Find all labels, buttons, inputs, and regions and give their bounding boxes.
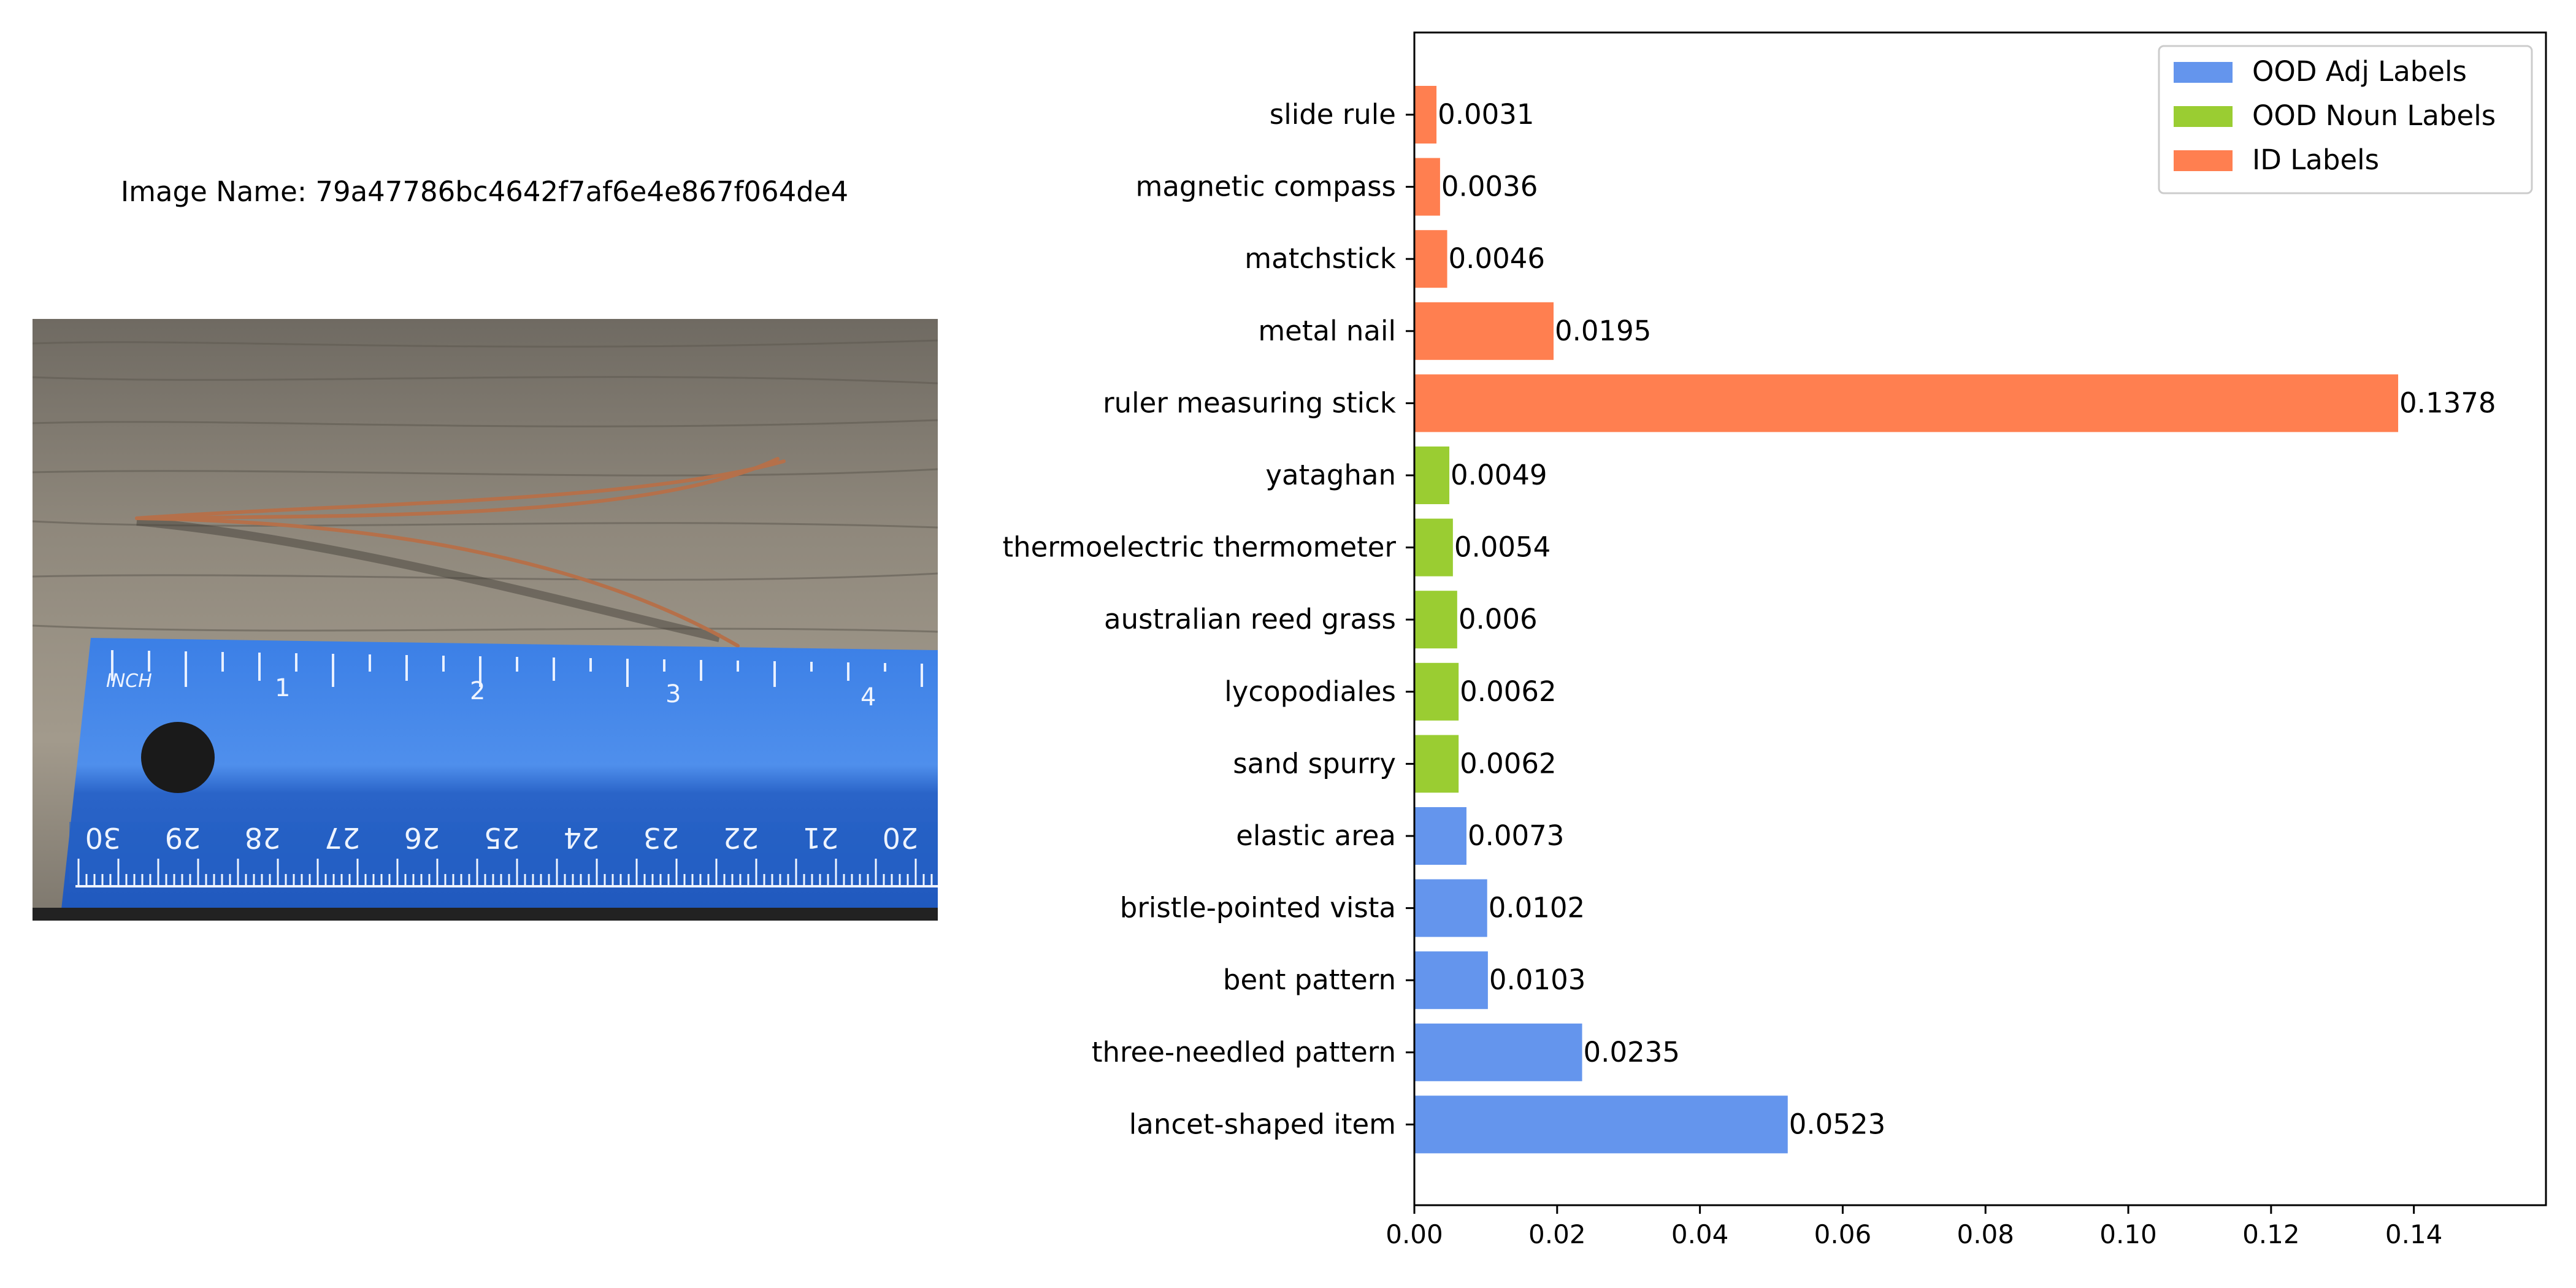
cm-mark-28: 28: [245, 821, 281, 854]
category-label-slide-rule: slide rule: [1270, 98, 1396, 131]
ruler-mark-1: 1: [275, 674, 290, 702]
cm-mark-23: 23: [643, 821, 680, 854]
ruler-mark-3: 3: [665, 680, 681, 708]
value-label-magnetic-compass: 0.0036: [1441, 171, 1538, 203]
plot-area-frame: [1413, 31, 2547, 1206]
category-label-metal-nail: metal nail: [1258, 315, 1396, 347]
value-label-ruler-measuring-stick: 0.1378: [2399, 386, 2496, 419]
image-name-label: Image Name:: [120, 175, 307, 208]
x-tick-label: 0.14: [2385, 1219, 2443, 1249]
legend-swatch-id-labels: [2174, 150, 2233, 171]
image-name-value: 79a47786bc4642f7af6e4e867f064de4: [315, 175, 849, 208]
value-label-slide-rule: 0.0031: [1438, 98, 1534, 131]
bar-thermoelectric-thermometer: [1414, 518, 1453, 577]
value-label-three-needled-pattern: 0.0235: [1584, 1036, 1680, 1068]
value-label-thermoelectric-thermometer: 0.0054: [1454, 531, 1551, 564]
cm-mark-29: 29: [165, 821, 201, 854]
legend-swatch-ood-noun-labels: [2174, 106, 2233, 127]
cm-mark-30: 30: [85, 821, 121, 854]
category-label-australian-reed-grass: australian reed grass: [1104, 603, 1396, 635]
category-label-three-needled-pattern: three-needled pattern: [1092, 1036, 1396, 1068]
bar-lancet-shaped-item: [1414, 1095, 1788, 1154]
cm-mark-25: 25: [484, 821, 520, 854]
category-label-bristle-pointed-vista: bristle-pointed vista: [1120, 892, 1396, 924]
x-tick-label: 0.08: [1957, 1219, 2014, 1249]
x-tick-label: 0.04: [1671, 1219, 1729, 1249]
value-label-yataghan: 0.0049: [1451, 459, 1547, 491]
bar-bristle-pointed-vista: [1414, 879, 1487, 937]
value-label-australian-reed-grass: 0.006: [1459, 603, 1538, 635]
value-label-metal-nail: 0.0195: [1555, 315, 1651, 347]
category-label-yataghan: yataghan: [1265, 459, 1396, 491]
legend-label-id-labels: ID Labels: [2252, 144, 2379, 176]
value-label-lancet-shaped-item: 0.0523: [1789, 1108, 1885, 1140]
x-tick-label: 0.02: [1528, 1219, 1586, 1249]
bar-matchstick: [1414, 230, 1447, 288]
bar-magnetic-compass: [1414, 158, 1440, 216]
category-label-matchstick: matchstick: [1244, 242, 1396, 275]
ruler-mark-4: 4: [861, 683, 876, 711]
legend-label-ood-adj-labels: OOD Adj Labels: [2252, 55, 2467, 88]
image-name-caption: Image Name: 79a47786bc4642f7af6e4e867f06…: [0, 175, 969, 208]
ruler-mark-2: 2: [470, 677, 485, 705]
category-label-lycopodiales: lycopodiales: [1224, 675, 1396, 708]
pine-needles: [135, 457, 786, 648]
cm-mark-22: 22: [723, 821, 759, 854]
category-label-bent-pattern: bent pattern: [1223, 964, 1396, 996]
bar-yataghan: [1414, 447, 1450, 504]
cm-mark-20: 20: [883, 821, 919, 854]
ruler-inch-label: INCH: [106, 670, 152, 692]
cm-mark-21: 21: [803, 821, 839, 854]
bar-metal-nail: [1414, 302, 1554, 360]
value-label-matchstick: 0.0046: [1449, 242, 1545, 275]
bar-slide-rule: [1414, 86, 1437, 144]
cm-mark-26: 26: [404, 821, 440, 854]
bar-elastic-area: [1414, 807, 1466, 865]
value-label-lycopodiales: 0.0062: [1460, 675, 1556, 708]
value-label-bristle-pointed-vista: 0.0102: [1489, 892, 1585, 924]
category-label-sand-spurry: sand spurry: [1233, 747, 1396, 780]
value-label-sand-spurry: 0.0062: [1460, 747, 1556, 780]
x-tick-label: 0.12: [2242, 1219, 2300, 1249]
ruler-hole: [141, 722, 215, 793]
category-label-magnetic-compass: magnetic compass: [1135, 171, 1396, 203]
x-tick-label: 0.00: [1386, 1219, 1443, 1249]
category-label-thermoelectric-thermometer: thermoelectric thermometer: [1002, 531, 1396, 564]
legend-label-ood-noun-labels: OOD Noun Labels: [2252, 99, 2496, 132]
x-tick-label: 0.10: [2099, 1219, 2157, 1249]
bar-bent-pattern: [1414, 951, 1488, 1010]
legend-swatch-ood-adj-labels: [2174, 62, 2233, 83]
cm-mark-27: 27: [324, 821, 361, 854]
bar-ruler-measuring-stick: [1414, 374, 2399, 432]
bar-sand-spurry: [1414, 735, 1459, 793]
category-label-lancet-shaped-item: lancet-shaped item: [1129, 1108, 1396, 1140]
cm-mark-24: 24: [564, 821, 600, 854]
bar-three-needled-pattern: [1414, 1023, 1582, 1081]
bar-australian-reed-grass: [1414, 591, 1457, 649]
value-label-elastic-area: 0.0073: [1468, 819, 1564, 852]
category-label-elastic-area: elastic area: [1236, 819, 1396, 852]
value-label-bent-pattern: 0.0103: [1489, 964, 1585, 996]
x-tick-label: 0.06: [1814, 1219, 1872, 1249]
pine-needle-photo: INCH 1 2 3 4 30 29 28 27 26 25 24 23 22 …: [33, 319, 938, 921]
legend: OOD Adj Labels OOD Noun Labels ID Labels: [2158, 45, 2533, 194]
legend-frame: [2158, 45, 2533, 194]
category-label-ruler-measuring-stick: ruler measuring stick: [1103, 386, 1396, 419]
bar-lycopodiales: [1414, 662, 1459, 721]
